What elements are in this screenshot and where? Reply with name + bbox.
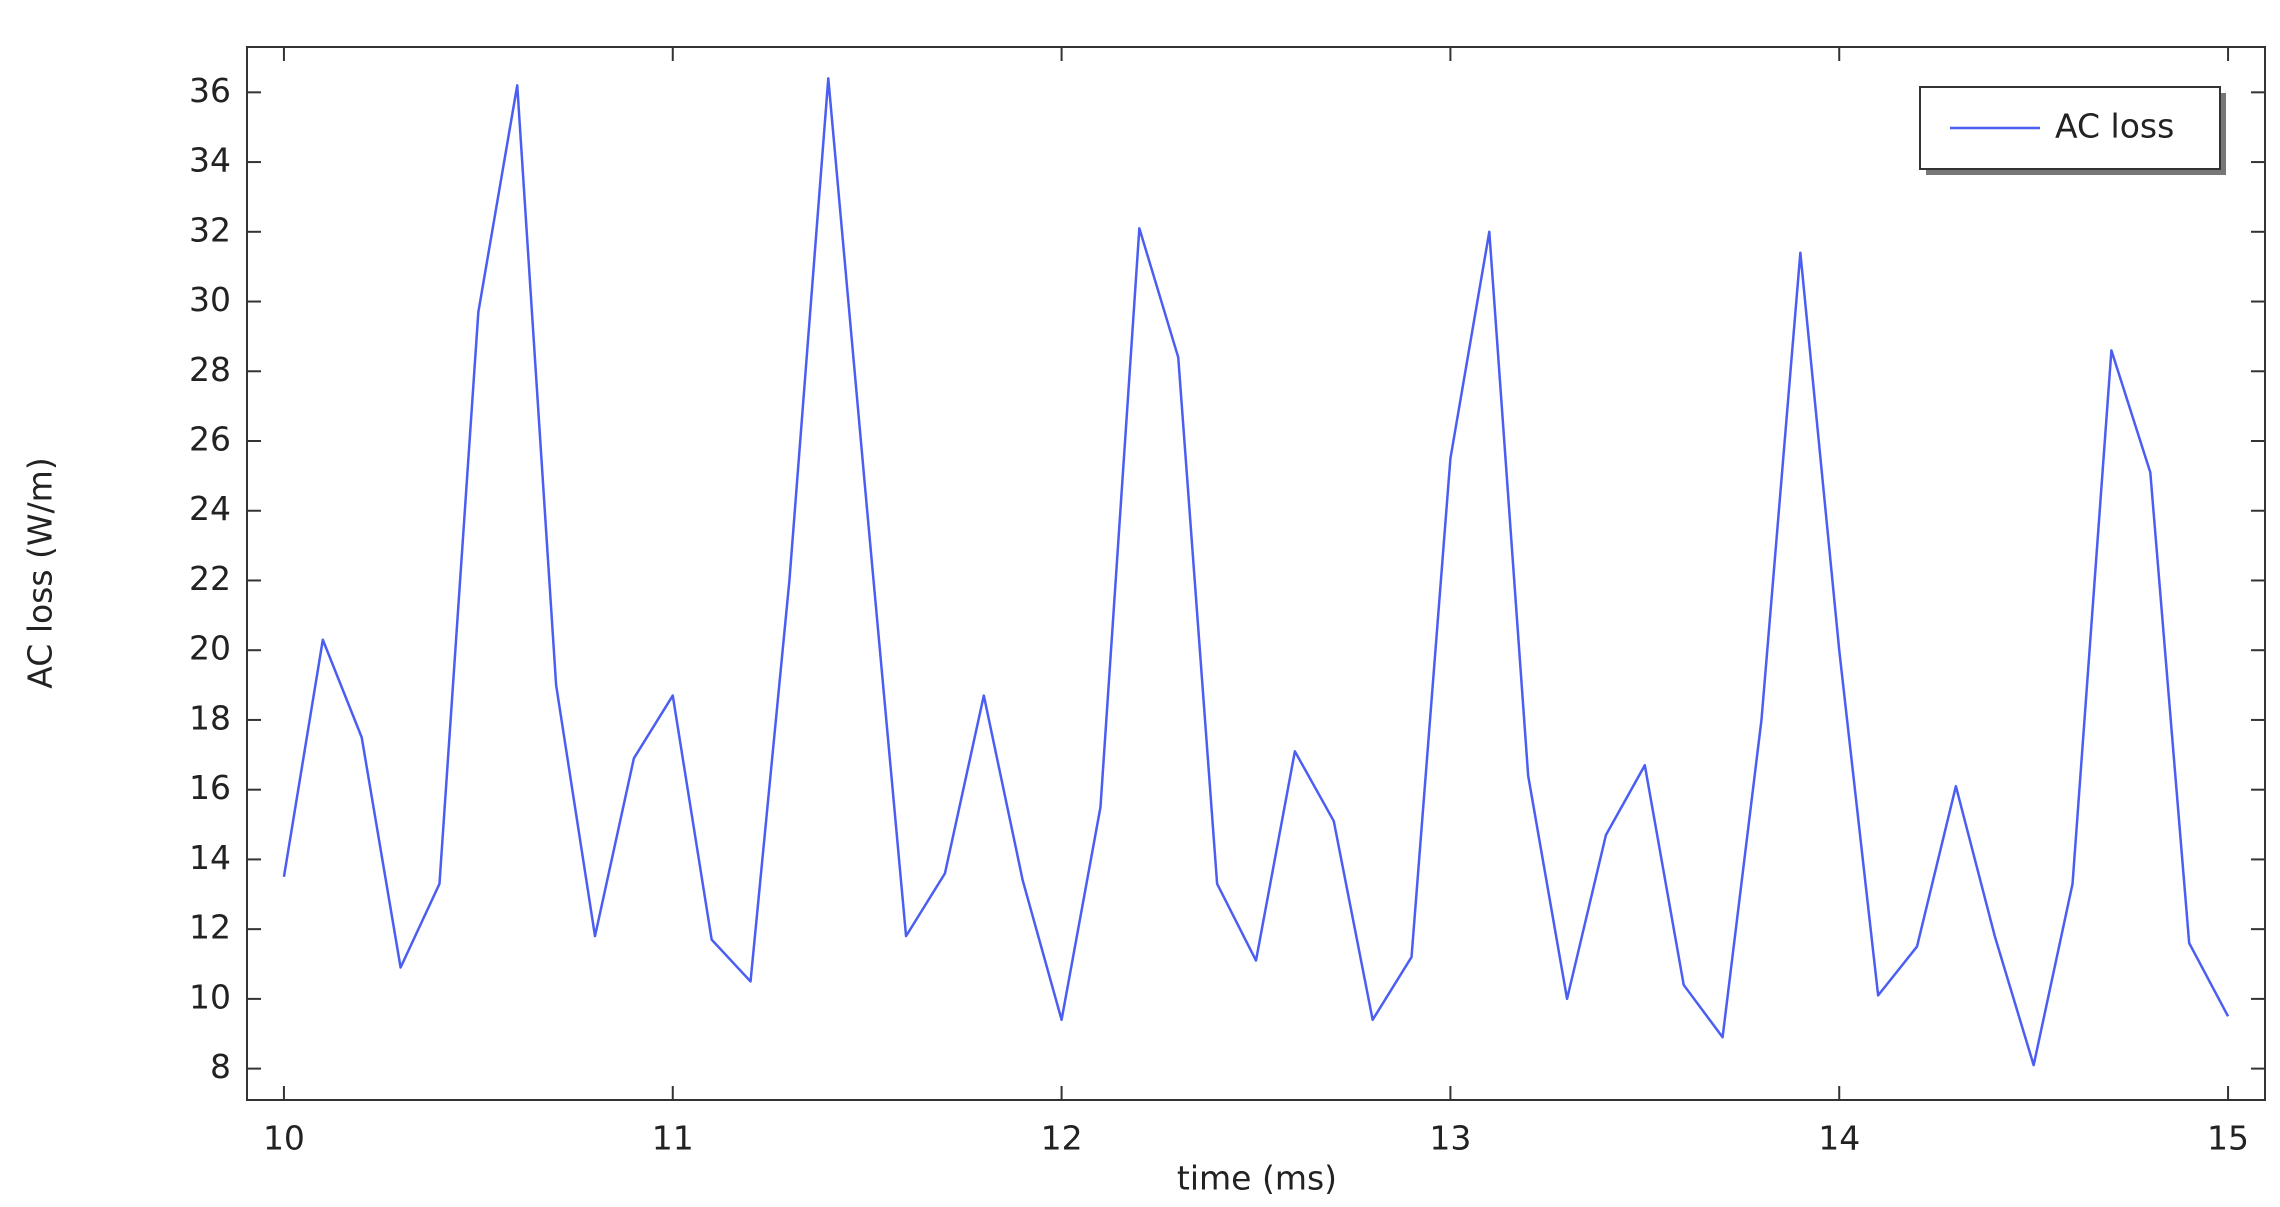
y-tick-label: 34 <box>189 141 231 180</box>
x-tick-label: 10 <box>263 1119 305 1158</box>
x-tick-label: 15 <box>2207 1119 2249 1158</box>
y-tick-label: 8 <box>210 1047 231 1086</box>
y-tick-label: 12 <box>189 908 231 947</box>
x-tick-label: 13 <box>1429 1119 1471 1158</box>
legend-label: AC loss <box>2055 107 2174 146</box>
x-tick-label: 14 <box>1818 1119 1860 1158</box>
y-tick-label: 36 <box>189 71 231 110</box>
y-tick-label: 32 <box>189 210 231 249</box>
y-tick-label: 18 <box>189 698 231 737</box>
y-tick-label: 26 <box>189 420 231 459</box>
y-tick-label: 28 <box>189 350 231 389</box>
x-tick-label: 12 <box>1041 1119 1083 1158</box>
y-tick-label: 10 <box>189 977 231 1016</box>
plot-frame <box>246 46 2266 1101</box>
x-tick-label: 11 <box>652 1119 694 1158</box>
y-tick-label: 14 <box>189 838 231 877</box>
y-tick-label: 20 <box>189 629 231 668</box>
y-tick-label: 24 <box>189 489 231 528</box>
y-tick-label: 16 <box>189 768 231 807</box>
x-axis-label: time (ms) <box>1177 1159 1337 1198</box>
y-axis-label: AC loss (W/m) <box>21 457 60 688</box>
y-tick-label: 22 <box>189 559 231 598</box>
y-tick-label: 30 <box>189 280 231 319</box>
data-line <box>282 77 2230 1067</box>
